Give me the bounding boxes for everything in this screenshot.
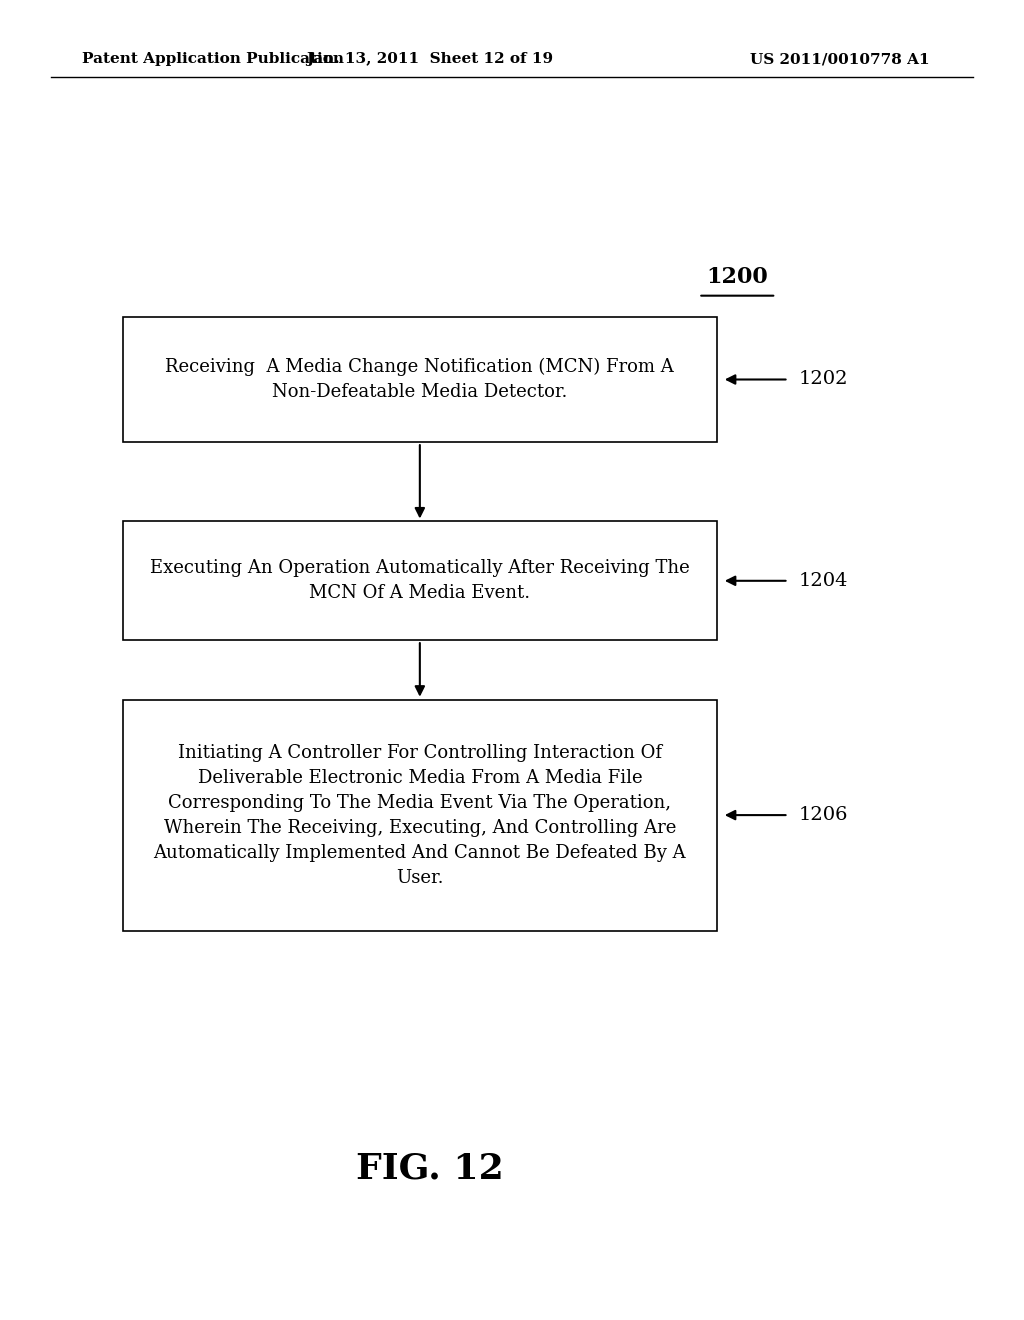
Text: 1202: 1202 [799,371,848,388]
FancyBboxPatch shape [123,700,717,931]
Text: FIG. 12: FIG. 12 [356,1151,504,1185]
Text: US 2011/0010778 A1: US 2011/0010778 A1 [750,53,930,66]
Text: 1200: 1200 [707,267,768,288]
Text: Jan. 13, 2011  Sheet 12 of 19: Jan. 13, 2011 Sheet 12 of 19 [306,53,554,66]
Text: Executing An Operation Automatically After Receiving The
MCN Of A Media Event.: Executing An Operation Automatically Aft… [150,560,690,602]
Text: Patent Application Publication: Patent Application Publication [82,53,344,66]
FancyBboxPatch shape [123,317,717,442]
Text: 1204: 1204 [799,572,848,590]
Text: Receiving  A Media Change Notification (MCN) From A
Non-Defeatable Media Detecto: Receiving A Media Change Notification (M… [166,358,674,401]
FancyBboxPatch shape [123,521,717,640]
Text: Initiating A Controller For Controlling Interaction Of
Deliverable Electronic Me: Initiating A Controller For Controlling … [154,743,686,887]
Text: 1206: 1206 [799,807,848,824]
